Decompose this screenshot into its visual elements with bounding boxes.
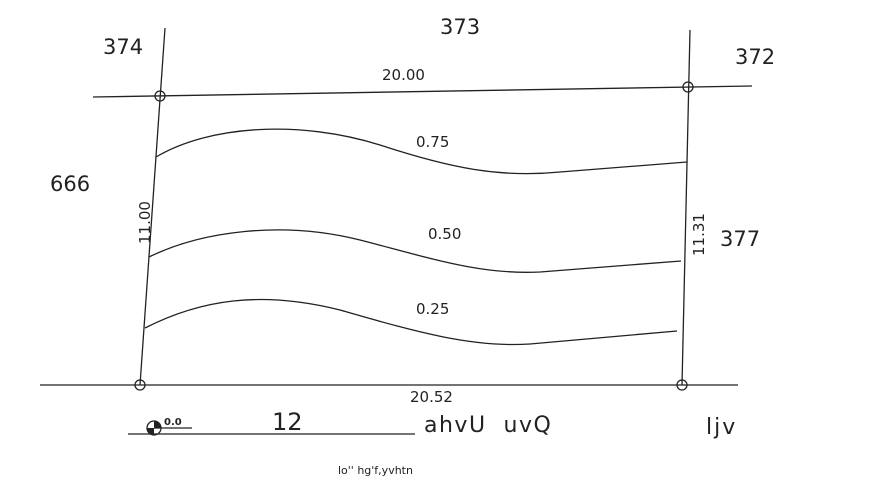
caption: lo'' hg'f,yvhtn [338, 464, 413, 477]
contour-label: 0.25 [416, 300, 449, 318]
corner-marker [154, 90, 166, 102]
dimension-label: 11.00 [136, 201, 154, 244]
street-label: ahvU uvQ [424, 413, 552, 438]
parcel-label: 377 [720, 227, 760, 251]
corner-marker [682, 81, 694, 93]
elevation-label: 0.0 [164, 417, 182, 428]
side-label: ljv [706, 415, 737, 440]
contour-label: 0.50 [428, 225, 461, 243]
dimension-label: 20.00 [382, 66, 425, 84]
elevation-symbol-fill [147, 421, 161, 435]
dimension-label: 11.31 [690, 213, 708, 256]
parcel-label: 374 [103, 35, 143, 59]
lot-number: 12 [272, 408, 303, 436]
left-boundary [139, 27, 166, 386]
parcel-label: 373 [440, 15, 480, 39]
corner-marker [676, 379, 688, 391]
contour-line [144, 298, 678, 346]
corner-marker [134, 379, 146, 391]
top-boundary [92, 85, 753, 98]
right-boundary [681, 29, 691, 386]
parcel-label: 372 [735, 45, 775, 69]
contour-line [148, 229, 682, 273]
dimension-label: 20.52 [410, 388, 453, 406]
contour-label: 0.75 [416, 133, 449, 151]
contour-line [155, 128, 688, 175]
parcel-label: 666 [50, 172, 90, 196]
